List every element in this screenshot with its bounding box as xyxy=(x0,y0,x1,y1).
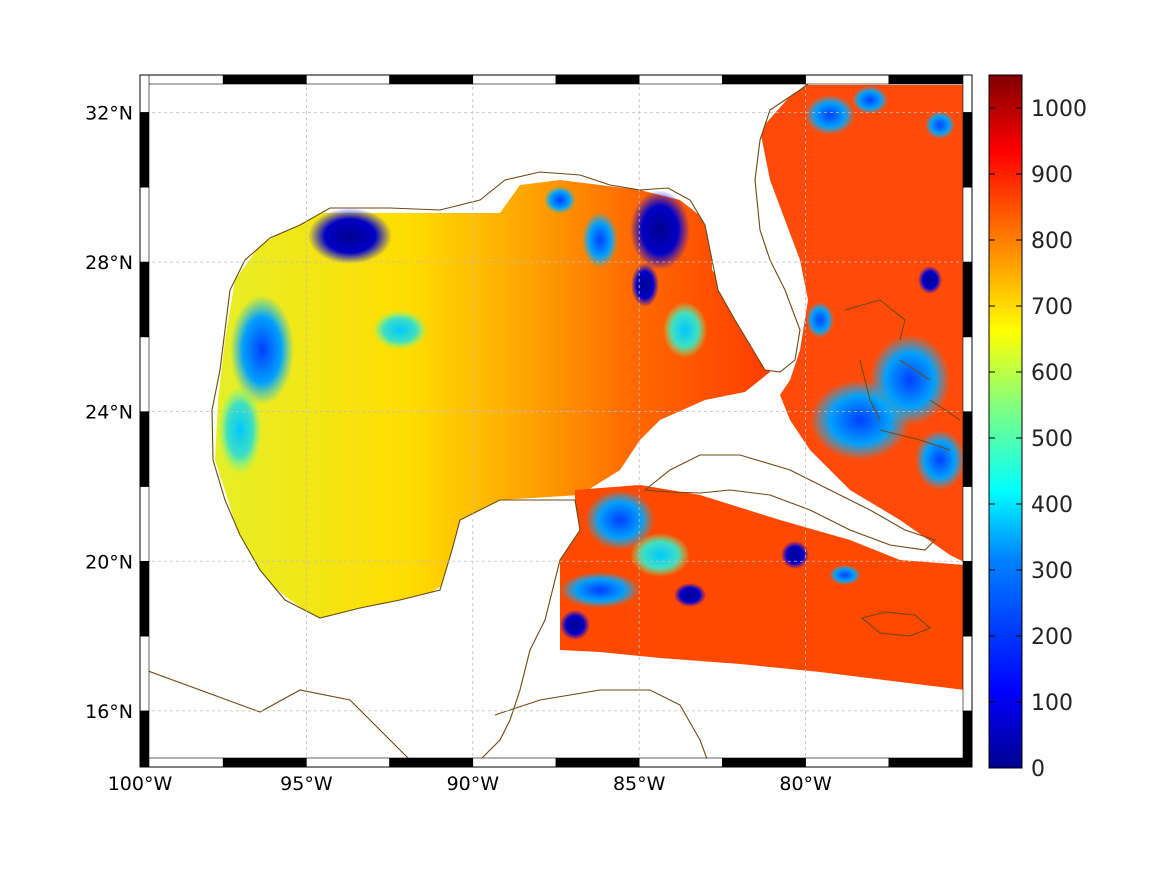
colorbar-tick-label: 900 xyxy=(1031,163,1073,188)
frame-segment xyxy=(139,186,150,263)
ocean-field xyxy=(215,85,970,690)
frame-segment xyxy=(962,635,973,712)
colorbar-tick-label: 700 xyxy=(1031,295,1073,320)
frame-segment xyxy=(555,74,640,85)
lat-tick-label: 20°N xyxy=(85,551,133,573)
frame-segment xyxy=(962,411,973,487)
frame-segment xyxy=(222,757,307,768)
frame-segment xyxy=(139,336,150,412)
atlantic-field xyxy=(760,85,970,565)
frame-segment xyxy=(139,635,150,712)
lat-tick-label: 24°N xyxy=(85,402,133,424)
frame-segment xyxy=(962,560,973,637)
lon-tick-label: 85°W xyxy=(613,773,666,795)
bahamas xyxy=(844,299,961,451)
frame-segment xyxy=(139,261,150,338)
lat-tick-label: 16°N xyxy=(85,701,133,723)
frame-segment xyxy=(722,757,806,768)
frame-segment xyxy=(638,74,723,85)
frame-segment xyxy=(306,757,390,768)
honduras-coast xyxy=(494,689,711,767)
colorbar-tick-label: 0 xyxy=(1031,757,1045,782)
frame-segment xyxy=(472,757,557,768)
frame-segment xyxy=(139,112,150,188)
frame-segment xyxy=(962,486,973,562)
lon-tick-label: 95°W xyxy=(280,773,333,795)
colorbar-ramp xyxy=(988,74,1023,769)
frame-segment xyxy=(962,74,973,113)
frame-segment xyxy=(139,757,224,768)
frame-segment xyxy=(805,74,890,85)
graticule-grid xyxy=(140,75,972,767)
jamaica xyxy=(860,611,932,637)
frame-segment xyxy=(555,757,640,768)
frame-segment xyxy=(888,757,973,768)
frame-outline xyxy=(139,74,973,768)
lat-tick-label: 32°N xyxy=(85,102,133,124)
lon-tick-label: 100°W xyxy=(108,773,173,795)
frame-segment xyxy=(222,74,307,85)
frame-segment xyxy=(139,411,150,487)
frame-segment xyxy=(139,486,150,562)
frame-segment xyxy=(962,261,973,338)
frame-segment xyxy=(962,336,973,412)
map-frame xyxy=(139,74,973,768)
colorbar-tick-label: 500 xyxy=(1031,427,1073,452)
colorbar-tick-label: 300 xyxy=(1031,559,1073,584)
frame-segment xyxy=(389,757,474,768)
frame-segment xyxy=(805,757,890,768)
frame-segment xyxy=(472,74,557,85)
frame-segment xyxy=(139,74,224,85)
frame-segment xyxy=(888,74,973,85)
lat-tick-label: 28°N xyxy=(85,252,133,274)
colorbar-tick-label: 200 xyxy=(1031,625,1073,650)
colorbar-tick-label: 400 xyxy=(1031,493,1073,518)
frame-segment xyxy=(139,560,150,637)
cuba xyxy=(643,454,937,551)
frame-segment xyxy=(139,74,150,113)
frame-segment xyxy=(722,74,806,85)
colorbar-tick-label: 600 xyxy=(1031,361,1073,386)
lat-tick-labels: 32°N 28°N 24°N 20°N 16°N xyxy=(85,102,133,722)
frame-segment xyxy=(139,710,150,768)
central-america xyxy=(140,667,421,767)
lon-tick-labels: 100°W 95°W 90°W 85°W 80°W xyxy=(108,773,832,795)
frame-segment xyxy=(962,112,973,188)
lon-tick-label: 90°W xyxy=(447,773,500,795)
frame-segment xyxy=(962,186,973,263)
colorbar-tick-label: 1000 xyxy=(1031,97,1087,122)
colorbar-tick-label: 800 xyxy=(1031,229,1073,254)
frame-segment xyxy=(638,757,723,768)
colorbar-tick-label: 100 xyxy=(1031,691,1073,716)
lon-tick-label: 80°W xyxy=(779,773,832,795)
frame-segment xyxy=(306,74,390,85)
frame-segment xyxy=(962,710,973,768)
frame-segment xyxy=(389,74,474,85)
gulf-field xyxy=(215,180,770,620)
